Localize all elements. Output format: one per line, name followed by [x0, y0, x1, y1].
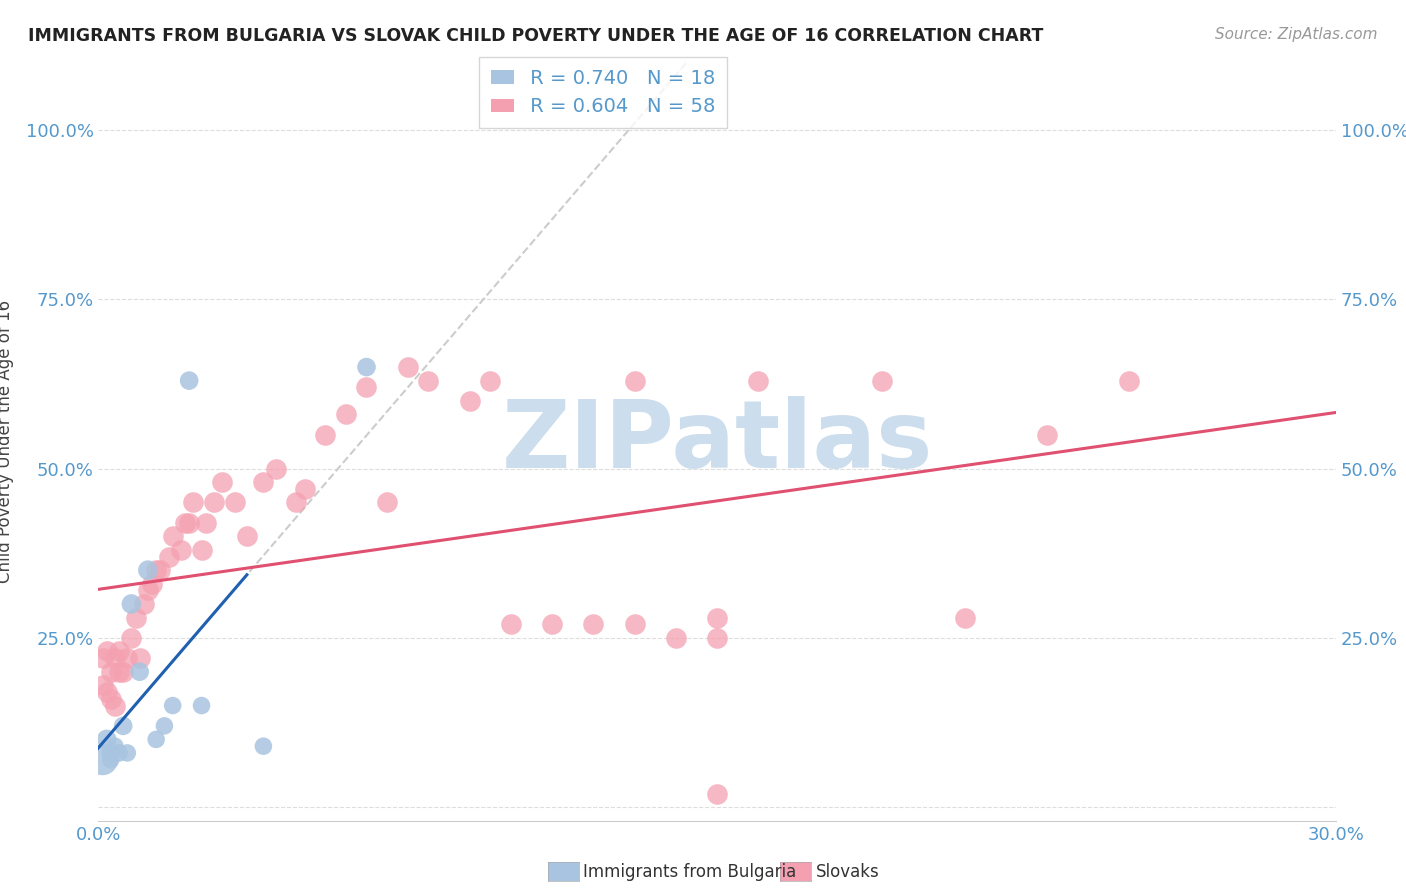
Legend:  R = 0.740   N = 18,  R = 0.604   N = 58: R = 0.740 N = 18, R = 0.604 N = 58	[479, 57, 727, 128]
Point	[162, 529, 184, 543]
Point	[479, 374, 502, 388]
Point	[202, 495, 225, 509]
Point	[236, 529, 259, 543]
Point	[153, 719, 176, 733]
Point	[190, 542, 212, 557]
Point	[706, 610, 728, 624]
Point	[96, 685, 118, 699]
Point	[499, 617, 522, 632]
Point	[149, 563, 172, 577]
Text: ZIPatlas: ZIPatlas	[502, 395, 932, 488]
Point	[582, 617, 605, 632]
Point	[132, 597, 155, 611]
Point	[117, 651, 139, 665]
Point	[91, 678, 114, 692]
Point	[162, 698, 184, 713]
Point	[706, 631, 728, 645]
Point	[104, 698, 127, 713]
Point	[141, 576, 163, 591]
Point	[100, 753, 122, 767]
Point	[179, 374, 201, 388]
Point	[91, 753, 114, 767]
Point	[136, 583, 159, 598]
Point	[112, 665, 135, 679]
Point	[211, 475, 233, 490]
Point	[120, 597, 142, 611]
Point	[1036, 427, 1059, 442]
Point	[96, 644, 118, 658]
Point	[252, 475, 274, 490]
Point	[375, 495, 398, 509]
Point	[870, 374, 893, 388]
Point	[100, 665, 122, 679]
Text: Slovaks: Slovaks	[815, 863, 879, 881]
Point	[120, 631, 142, 645]
Point	[136, 563, 159, 577]
Point	[1118, 374, 1140, 388]
Point	[224, 495, 246, 509]
Point	[264, 461, 287, 475]
Point	[314, 427, 336, 442]
Point	[706, 787, 728, 801]
Point	[108, 746, 131, 760]
Point	[117, 746, 139, 760]
Point	[356, 360, 378, 375]
Point	[190, 698, 212, 713]
Point	[953, 610, 976, 624]
Point	[100, 691, 122, 706]
Point	[128, 651, 150, 665]
Point	[285, 495, 308, 509]
Point	[541, 617, 564, 632]
Point	[418, 374, 440, 388]
Point	[747, 374, 769, 388]
Text: IMMIGRANTS FROM BULGARIA VS SLOVAK CHILD POVERTY UNDER THE AGE OF 16 CORRELATION: IMMIGRANTS FROM BULGARIA VS SLOVAK CHILD…	[28, 27, 1043, 45]
Point	[294, 482, 316, 496]
Point	[665, 631, 688, 645]
Point	[174, 516, 197, 530]
Point	[623, 617, 645, 632]
Point	[396, 360, 419, 375]
Point	[104, 739, 127, 754]
Text: Source: ZipAtlas.com: Source: ZipAtlas.com	[1215, 27, 1378, 42]
Point	[145, 732, 167, 747]
Point	[179, 516, 201, 530]
Point	[623, 374, 645, 388]
Point	[96, 732, 118, 747]
Point	[108, 644, 131, 658]
Y-axis label: Child Poverty Under the Age of 16: Child Poverty Under the Age of 16	[0, 300, 14, 583]
Point	[252, 739, 274, 754]
Point	[104, 651, 127, 665]
Point	[458, 393, 481, 408]
Point	[194, 516, 217, 530]
Point	[100, 746, 122, 760]
Point	[181, 495, 204, 509]
Point	[128, 665, 150, 679]
Point	[356, 380, 378, 394]
Point	[112, 719, 135, 733]
Point	[124, 610, 146, 624]
Point	[145, 563, 167, 577]
Point	[108, 665, 131, 679]
Point	[91, 651, 114, 665]
Text: Immigrants from Bulgaria: Immigrants from Bulgaria	[583, 863, 797, 881]
Point	[157, 549, 180, 564]
Point	[335, 408, 357, 422]
Point	[170, 542, 193, 557]
